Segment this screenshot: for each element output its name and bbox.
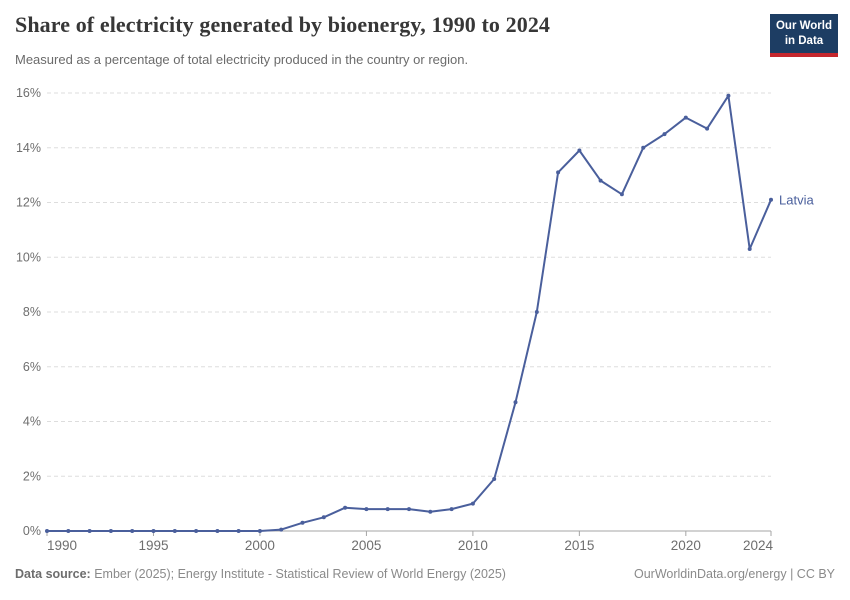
x-tick-label: 2015 (564, 538, 594, 553)
data-point[interactable] (172, 529, 177, 533)
owid-logo-line2: in Data (784, 34, 824, 47)
data-point[interactable] (449, 507, 454, 512)
data-point[interactable] (236, 529, 241, 533)
data-point[interactable] (726, 93, 731, 98)
data-point[interactable] (641, 145, 646, 150)
data-point[interactable] (66, 529, 71, 533)
data-point[interactable] (385, 507, 390, 512)
x-tick-label: 1995 (138, 538, 168, 553)
data-source-text: Ember (2025); Energy Institute - Statist… (94, 567, 506, 581)
chart-footer: Data source: Ember (2025); Energy Instit… (15, 567, 835, 581)
x-tick-label: 2000 (245, 538, 275, 553)
data-point[interactable] (87, 529, 92, 533)
y-tick-label: 8% (23, 305, 41, 319)
data-point[interactable] (428, 509, 433, 514)
data-point[interactable] (108, 529, 113, 533)
owid-logo-line1: Our World (775, 20, 832, 32)
data-point[interactable] (279, 527, 284, 532)
y-tick-label: 0% (23, 524, 41, 538)
x-tick-label: 2010 (458, 538, 488, 553)
data-point[interactable] (130, 529, 135, 533)
y-tick-label: 14% (16, 141, 41, 155)
data-point[interactable] (683, 115, 688, 120)
y-tick-label: 4% (23, 415, 41, 429)
data-point[interactable] (194, 529, 199, 533)
data-point[interactable] (343, 505, 348, 510)
owid-credit-link[interactable]: OurWorldinData.org/energy | CC BY (633, 567, 835, 581)
series-line-latvia[interactable] (46, 94, 772, 532)
data-point[interactable] (598, 178, 603, 183)
data-source-label: Data source: (15, 567, 91, 581)
y-tick-label: 6% (23, 360, 41, 374)
data-point[interactable] (257, 529, 262, 533)
data-source-note: Data source: Ember (2025); Energy Instit… (15, 567, 506, 581)
data-point[interactable] (619, 192, 624, 197)
data-point[interactable] (300, 520, 305, 525)
data-point[interactable] (321, 515, 326, 520)
x-tick-label: 1990 (47, 538, 77, 553)
data-point[interactable] (215, 529, 220, 533)
data-point[interactable] (662, 132, 667, 137)
data-point[interactable] (513, 400, 518, 405)
series-label-latvia[interactable]: Latvia (779, 192, 814, 207)
data-point[interactable] (492, 477, 497, 481)
x-tick-label: 2024 (743, 538, 774, 553)
data-point[interactable] (151, 529, 156, 533)
y-tick-label: 10% (16, 250, 41, 264)
data-point[interactable] (364, 507, 369, 512)
chart-subtitle: Measured as a percentage of total electr… (15, 52, 469, 67)
data-point[interactable] (407, 507, 411, 512)
data-point[interactable] (45, 529, 49, 533)
y-tick-label: 2% (23, 469, 41, 483)
owid-logo[interactable]: Our World in Data (770, 14, 838, 57)
data-point[interactable] (534, 310, 539, 314)
data-point[interactable] (556, 170, 561, 175)
data-point[interactable] (769, 197, 773, 202)
x-tick-label: 2005 (351, 538, 381, 553)
data-point[interactable] (705, 126, 710, 131)
data-point[interactable] (577, 148, 582, 153)
y-tick-label: 16% (16, 86, 41, 100)
data-point[interactable] (747, 247, 752, 251)
chart-title: Share of electricity generated by bioene… (15, 12, 551, 37)
x-tick-label: 2020 (671, 538, 701, 553)
y-tick-label: 12% (16, 196, 41, 210)
data-point[interactable] (470, 501, 475, 506)
